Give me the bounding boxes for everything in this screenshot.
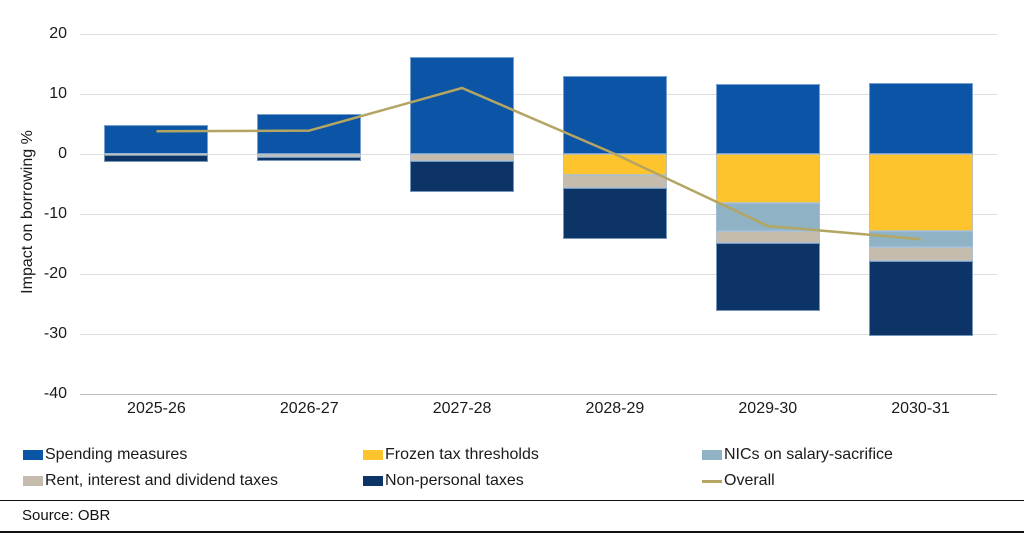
legend-label: Overall [724,472,775,489]
bar-segment-non-personal-taxes-2025-26 [104,155,209,163]
bar-segment-rent-interest-and-dividend-taxes-2029-30 [715,230,820,243]
bar-segment-non-personal-taxes-2026-27 [257,157,362,161]
gridline-y-10 [80,94,997,95]
bar-segment-spending-measures-2028-29 [562,76,667,154]
legend-item-nics-on-salary-sacrifice: NICs on salary-sacrifice [702,446,893,463]
legend-label: Non-personal taxes [385,472,524,489]
legend-swatch-frozen-tax-thresholds [363,450,383,460]
x-tick-label-2027-28: 2027-28 [432,400,492,417]
x-tick-label-2028-29: 2028-29 [585,400,645,417]
bar-segment-nics-on-salary-sacrifice-2029-30 [715,202,820,231]
x-tick-label-2030-31: 2030-31 [891,400,950,417]
gridline-y--10 [80,214,997,215]
bar-segment-rent-interest-and-dividend-taxes-2027-28 [410,154,515,161]
legend-swatch-rent-interest-and-dividend-taxes [23,476,43,486]
x-tick-label-2025-26: 2025-26 [127,400,186,417]
bar-segment-nics-on-salary-sacrifice-2030-31 [868,231,973,247]
legend-swatch-non-personal-taxes [363,476,383,486]
bar-segment-frozen-tax-thresholds-2028-29 [562,154,667,175]
legend-label: NICs on salary-sacrifice [724,446,893,463]
y-tick-label: 20 [49,25,67,42]
legend-item-overall: Overall [702,472,775,489]
bar-segment-non-personal-taxes-2029-30 [715,242,820,312]
bar-segment-spending-measures-2029-30 [715,84,820,154]
y-tick-label: 0 [58,145,67,162]
y-tick-label: -10 [43,205,67,222]
source-text: Source: OBR [22,507,111,524]
legend-label: Spending measures [45,446,188,463]
bar-segment-frozen-tax-thresholds-2029-30 [715,154,820,203]
gridline-y--20 [80,274,997,275]
gridline-y-0 [80,154,997,155]
y-tick-label: -20 [43,265,67,282]
x-tick-label-2026-27: 2026-27 [279,400,339,417]
legend-item-rent-interest-and-dividend-taxes: Rent, interest and dividend taxes [23,472,279,489]
bar-segment-spending-measures-2026-27 [257,114,362,154]
separator-line [0,500,1024,501]
bar-segment-spending-measures-2030-31 [868,83,973,154]
legend-swatch-overall [702,479,722,483]
legend-label: Rent, interest and dividend taxes [45,472,279,489]
gridline-y--40 [80,394,997,395]
y-tick-label: 10 [49,85,67,102]
legend-label: Frozen tax thresholds [385,446,539,463]
x-tick-label-2029-30: 2029-30 [738,400,798,417]
legend-swatch-spending-measures [23,450,43,460]
legend-item-spending-measures: Spending measures [23,446,188,463]
bar-segment-rent-interest-and-dividend-taxes-2030-31 [868,247,973,261]
bar-segment-non-personal-taxes-2030-31 [868,260,973,336]
legend-swatch-nics-on-salary-sacrifice [702,450,722,460]
y-tick-label: -40 [43,385,67,402]
y-tick-label: -30 [43,325,67,342]
bar-segment-non-personal-taxes-2028-29 [562,188,667,240]
bar-segment-non-personal-taxes-2027-28 [410,160,515,193]
bar-segment-spending-measures-2027-28 [410,56,515,154]
bar-segment-rent-interest-and-dividend-taxes-2028-29 [562,175,667,189]
gridline-y-20 [80,34,997,35]
bar-segment-frozen-tax-thresholds-2030-31 [868,154,973,232]
bottom-border [0,531,1024,533]
legend-item-frozen-tax-thresholds: Frozen tax thresholds [363,446,539,463]
bar-segment-spending-measures-2025-26 [104,125,209,154]
legend-item-non-personal-taxes: Non-personal taxes [363,472,524,489]
gridline-y--30 [80,334,997,335]
